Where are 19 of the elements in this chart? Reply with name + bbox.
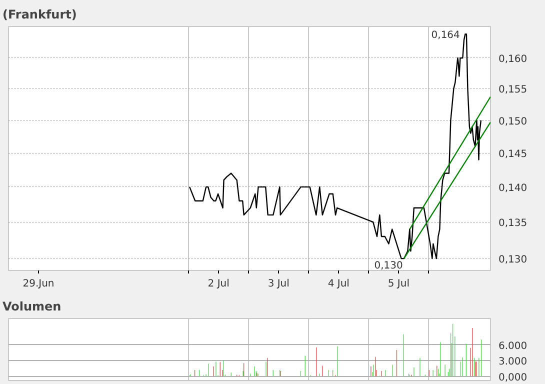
x-tick-label: 3 Jul xyxy=(268,278,290,290)
annotation: 0,130 xyxy=(374,260,403,272)
y-tick-label: 0,160 xyxy=(498,54,528,65)
y-tick-label: 0,145 xyxy=(498,149,528,160)
x-tick-label: 4 Jul xyxy=(328,278,350,290)
y-tick-label: 0,150 xyxy=(498,116,528,128)
y-tick-label: 0,000 xyxy=(498,372,528,384)
y-tick-label: 3.000 xyxy=(498,356,528,368)
x-tick-label: 5 Jul xyxy=(388,278,410,290)
y-tick-label: 0,130 xyxy=(498,254,528,266)
y-tick-label: 6.000 xyxy=(498,340,528,352)
chart-title: Volumen xyxy=(2,300,62,314)
y-tick-label: 0,155 xyxy=(498,84,528,96)
chart-title: (Frankfurt) xyxy=(2,8,77,22)
x-tick-label: 2 Jul xyxy=(208,278,230,290)
y-tick-label: 0,140 xyxy=(498,182,528,194)
y-tick-label: 0,135 xyxy=(498,218,528,230)
x-tick-label: 29.Jun xyxy=(22,278,54,290)
annotation: 0,164 xyxy=(431,30,460,42)
